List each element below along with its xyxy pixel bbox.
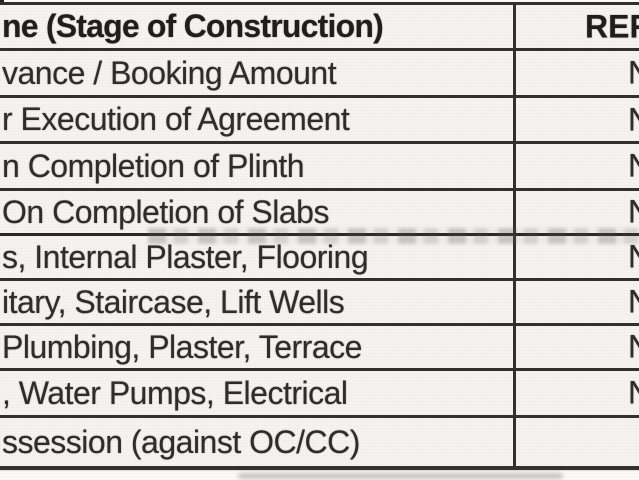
stage-text: n Completion of Plinth xyxy=(2,147,305,184)
value-cell: N xyxy=(513,371,639,415)
stage-text: r Execution of Agreement xyxy=(2,101,350,137)
stage-cell: vance / Booking Amount xyxy=(0,51,513,95)
value-text: N xyxy=(628,284,639,321)
payment-schedule-table: ne (Stage of Construction) RER vance / B… xyxy=(0,2,639,470)
table-row: r Execution of Agreement N xyxy=(0,98,639,144)
value-text: N xyxy=(628,101,639,138)
stage-cell: r Execution of Agreement xyxy=(0,98,513,141)
stage-cell: n Completion of Plinth xyxy=(0,144,513,188)
value-cell: N xyxy=(513,236,639,278)
stage-text: vance / Booking Amount xyxy=(2,54,337,91)
stage-text: , Water Pumps, Electrical xyxy=(2,374,348,411)
table-row: s, Internal Plaster, Flooring N xyxy=(0,236,639,281)
stage-cell: , Water Pumps, Electrical xyxy=(0,371,513,415)
value-text: N xyxy=(628,375,639,412)
table-row: ssession (against OC/CC) xyxy=(0,418,639,470)
value-cell: N xyxy=(513,51,639,95)
value-text: N xyxy=(628,194,639,231)
value-header-label: RER xyxy=(585,8,639,44)
table-row: Plumbing, Plaster, Terrace N xyxy=(0,326,639,371)
stage-cell: itary, Staircase, Lift Wells xyxy=(0,281,513,323)
table-row: vance / Booking Amount N xyxy=(0,51,639,98)
table-row: , Water Pumps, Electrical N xyxy=(0,371,639,418)
value-text: N xyxy=(628,239,639,276)
table-row: On Completion of Slabs N xyxy=(0,191,639,236)
table-row: n Completion of Plinth N xyxy=(0,144,639,191)
stage-cell: ssession (against OC/CC) xyxy=(0,418,513,466)
table-row: itary, Staircase, Lift Wells N xyxy=(0,281,639,326)
value-cell: N xyxy=(513,326,639,368)
stage-cell: s, Internal Plaster, Flooring xyxy=(0,236,513,278)
value-text: N xyxy=(628,148,639,185)
stage-text: ssession (against OC/CC) xyxy=(2,423,360,460)
stage-cell: Plumbing, Plaster, Terrace xyxy=(0,326,513,368)
value-header-cell: RER xyxy=(513,5,639,48)
value-cell: N xyxy=(513,144,639,188)
stage-cell: On Completion of Slabs xyxy=(0,191,513,233)
stage-text: Plumbing, Plaster, Terrace xyxy=(2,328,362,365)
watermark-smudge xyxy=(148,228,639,244)
stage-header-label: ne (Stage of Construction) xyxy=(2,8,384,44)
value-text: N xyxy=(628,329,639,366)
value-cell: N xyxy=(513,191,639,233)
below-table-smudge xyxy=(238,473,563,479)
stage-header-cell: ne (Stage of Construction) xyxy=(0,5,513,48)
value-cell xyxy=(513,418,639,466)
table-body: vance / Booking Amount Nr Execution of Ag… xyxy=(0,51,639,470)
table-header-row: ne (Stage of Construction) RER xyxy=(0,5,639,51)
stage-text: itary, Staircase, Lift Wells xyxy=(2,283,345,320)
stage-text: On Completion of Slabs xyxy=(2,193,329,230)
value-cell: N xyxy=(513,281,639,323)
value-cell: N xyxy=(513,98,639,141)
value-text: N xyxy=(628,55,639,92)
stage-text: s, Internal Plaster, Flooring xyxy=(2,238,369,275)
